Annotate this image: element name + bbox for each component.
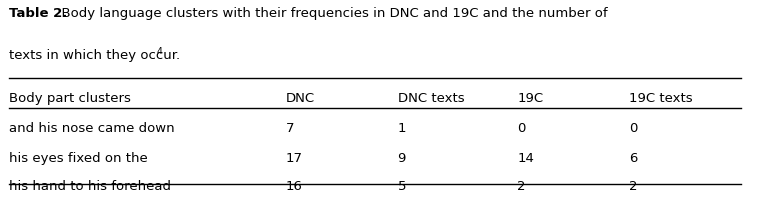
Text: 14: 14 xyxy=(517,152,534,165)
Text: 1: 1 xyxy=(397,122,406,135)
Text: 2: 2 xyxy=(629,180,637,193)
Text: Table 2.: Table 2. xyxy=(9,7,67,20)
Text: Body language clusters with their frequencies in DNC and 19C and the number of: Body language clusters with their freque… xyxy=(53,7,608,20)
Text: 0: 0 xyxy=(629,122,637,135)
Text: 6: 6 xyxy=(629,152,637,165)
Text: his hand to his forehead: his hand to his forehead xyxy=(9,180,171,193)
Text: 19C: 19C xyxy=(517,92,543,105)
Text: texts in which they occur.: texts in which they occur. xyxy=(9,49,180,62)
Text: 0: 0 xyxy=(517,122,525,135)
Text: 4: 4 xyxy=(157,47,163,56)
Text: 19C texts: 19C texts xyxy=(629,92,693,105)
Text: 16: 16 xyxy=(286,180,302,193)
Text: DNC: DNC xyxy=(286,92,315,105)
Text: 7: 7 xyxy=(286,122,294,135)
Text: 2: 2 xyxy=(517,180,525,193)
Text: 17: 17 xyxy=(286,152,302,165)
Text: Body part clusters: Body part clusters xyxy=(9,92,130,105)
Text: 9: 9 xyxy=(397,152,406,165)
Text: DNC texts: DNC texts xyxy=(397,92,464,105)
Text: and his nose came down: and his nose came down xyxy=(9,122,174,135)
Text: 5: 5 xyxy=(397,180,406,193)
Text: his eyes fixed on the: his eyes fixed on the xyxy=(9,152,148,165)
